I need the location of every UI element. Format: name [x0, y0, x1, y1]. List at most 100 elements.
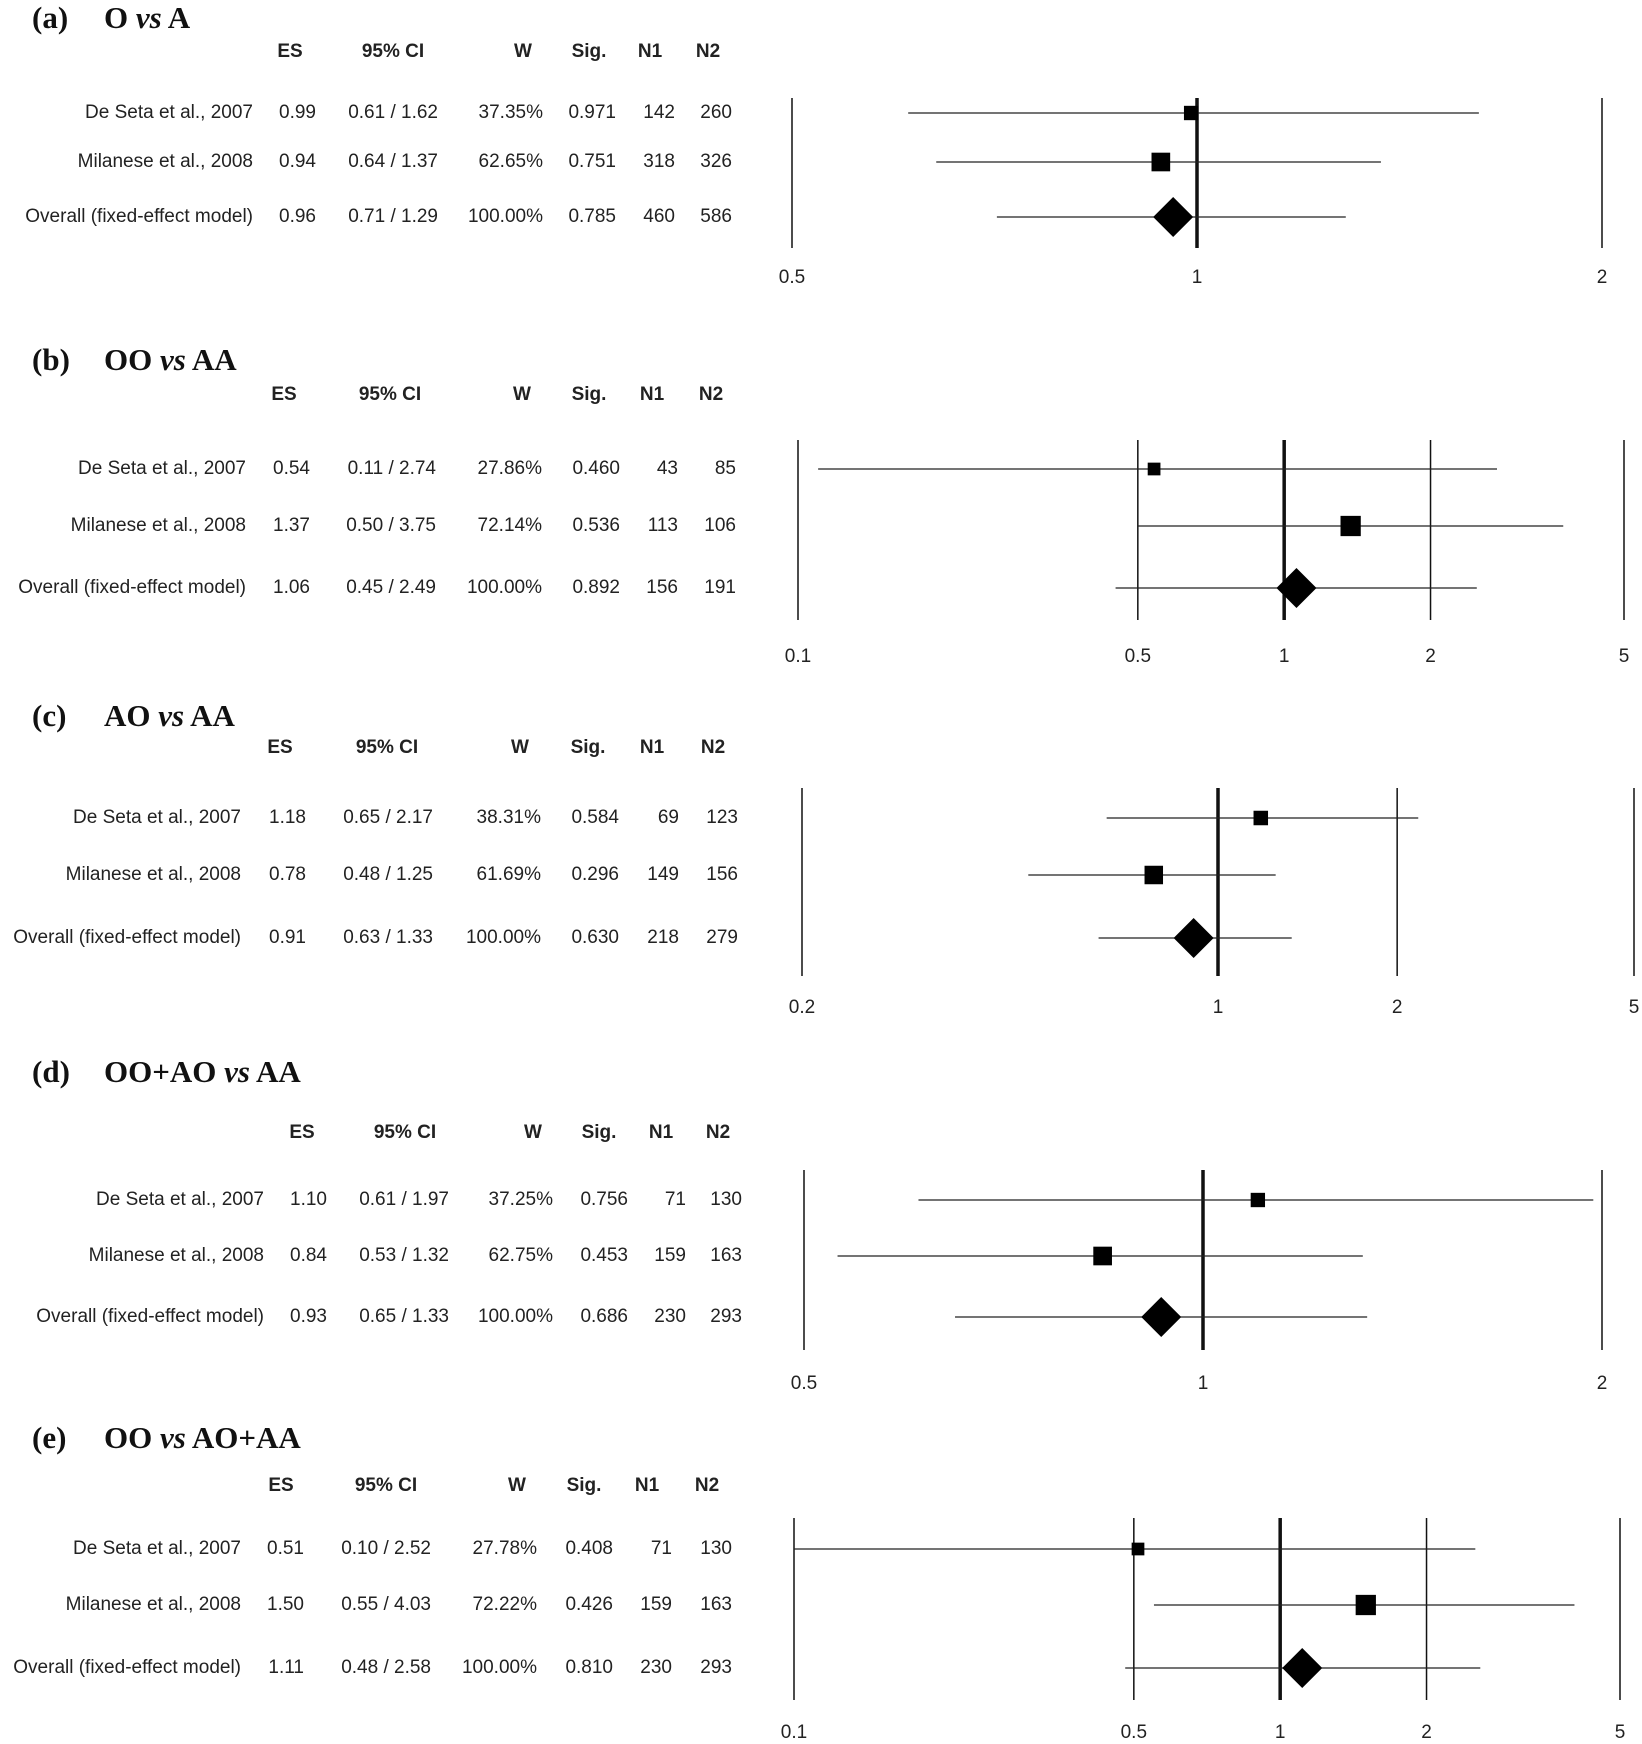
row-n1: 218: [647, 927, 679, 948]
tick-label: 1: [1275, 1722, 1286, 1743]
row-study: De Seta et al., 2007: [85, 102, 253, 123]
row-ci: 0.48 / 1.25: [343, 864, 433, 885]
column-header-es: ES: [277, 41, 303, 62]
tick-label: 0.5: [791, 1373, 817, 1394]
row-n2: 130: [700, 1538, 732, 1559]
tick-label: 1: [1213, 997, 1224, 1018]
row-sig: 0.408: [565, 1538, 613, 1559]
tick-label: 0.1: [781, 1722, 807, 1743]
column-header-n1: N1: [648, 1122, 674, 1143]
row-n1: 159: [654, 1245, 686, 1266]
row-study: Milanese et al., 2008: [65, 1594, 241, 1615]
row-study: De Seta et al., 2007: [78, 458, 246, 479]
row-n1: 113: [647, 515, 678, 536]
panel-title: (a) O vs A: [32, 0, 190, 36]
row-study: Overall (fixed-effect model): [13, 1657, 241, 1678]
overall-diamond: [1141, 1297, 1182, 1337]
study-square: [1144, 865, 1164, 885]
row-w: 100.00%: [467, 206, 543, 227]
row-sig: 0.453: [580, 1245, 628, 1266]
column-header-es: ES: [268, 1475, 294, 1496]
row-study: De Seta et al., 2007: [96, 1189, 264, 1210]
row-ci: 0.50 / 3.75: [346, 515, 436, 536]
panel-title-vs: vs: [135, 0, 162, 35]
column-header-ci: 95% CI: [355, 737, 419, 758]
row-es: 0.54: [273, 458, 310, 479]
row-n1: 142: [643, 102, 675, 123]
row-ci: 0.10 / 2.52: [341, 1538, 431, 1559]
row-n2: 106: [704, 515, 736, 536]
tick-label: 0.5: [1125, 646, 1151, 667]
row-es: 0.94: [279, 151, 316, 172]
panel-title-left: OO: [104, 1420, 153, 1455]
row-n2: 130: [710, 1189, 742, 1210]
panel-title: (d) OO+AO vs AA: [32, 1054, 301, 1090]
row-es: 0.91: [269, 927, 306, 948]
row-es: 1.11: [268, 1657, 304, 1678]
column-header-w: W: [508, 1475, 526, 1496]
row-n1: 69: [657, 807, 679, 828]
panel-label: (a): [32, 0, 69, 35]
column-header-sig: Sig.: [571, 41, 607, 62]
row-w: 100.00%: [466, 577, 542, 598]
column-header-n2: N2: [705, 1122, 731, 1143]
row-w: 72.22%: [472, 1594, 537, 1615]
study-square: [1147, 462, 1161, 476]
panel-title-left: AO: [104, 698, 151, 733]
row-study: Milanese et al., 2008: [88, 1245, 264, 1266]
study-square: [1151, 152, 1171, 172]
column-header-ci: 95% CI: [358, 384, 422, 405]
study-square: [1183, 105, 1199, 121]
row-sig: 0.460: [572, 458, 620, 479]
panel-label: (b): [32, 342, 70, 377]
row-n1: 230: [654, 1306, 686, 1327]
study-square: [1093, 1246, 1112, 1266]
row-n2: 586: [700, 206, 732, 227]
row-w: 72.14%: [477, 515, 542, 536]
column-header-sig: Sig.: [581, 1122, 617, 1143]
tick-label: 2: [1597, 1373, 1608, 1394]
row-sig: 0.296: [571, 864, 619, 885]
tick-label: 0.5: [779, 267, 805, 288]
row-es: 0.78: [269, 864, 306, 885]
column-header-n1: N1: [637, 41, 663, 62]
column-header-n2: N2: [700, 737, 726, 758]
row-es: 1.10: [290, 1189, 327, 1210]
row-es: 0.93: [290, 1306, 327, 1327]
column-header-w: W: [513, 384, 531, 405]
column-header-n1: N1: [639, 384, 665, 405]
row-study: De Seta et al., 2007: [73, 807, 241, 828]
row-sig: 0.751: [568, 151, 616, 172]
row-sig: 0.536: [572, 515, 620, 536]
row-sig: 0.810: [565, 1657, 613, 1678]
row-es: 0.96: [279, 206, 316, 227]
row-sig: 0.785: [568, 206, 616, 227]
panel-title-right: AA: [191, 342, 237, 377]
row-ci: 0.65 / 2.17: [343, 807, 433, 828]
row-w: 27.86%: [477, 458, 542, 479]
row-ci: 0.61 / 1.62: [348, 102, 438, 123]
row-w: 37.35%: [478, 102, 543, 123]
overall-diamond: [1153, 197, 1194, 237]
row-ci: 0.48 / 2.58: [341, 1657, 431, 1678]
panel-title-vs: vs: [159, 1420, 186, 1455]
row-w: 100.00%: [477, 1306, 553, 1327]
row-n2: 156: [706, 864, 738, 885]
row-ci: 0.71 / 1.29: [348, 206, 438, 227]
row-n1: 71: [664, 1189, 686, 1210]
tick-label: 0.5: [1121, 1722, 1147, 1743]
panel-title-left: OO+AO: [104, 1054, 217, 1089]
column-header-n2: N2: [698, 384, 724, 405]
panel-title: (b) OO vs AA: [32, 342, 237, 378]
row-sig: 0.584: [571, 807, 619, 828]
study-square: [1250, 1192, 1266, 1208]
tick-label: 0.2: [789, 997, 815, 1018]
row-w: 61.69%: [476, 864, 541, 885]
column-header-sig: Sig.: [571, 384, 607, 405]
panel-title-right: A: [167, 0, 191, 35]
row-ci: 0.55 / 4.03: [341, 1594, 431, 1615]
row-n1: 318: [643, 151, 675, 172]
